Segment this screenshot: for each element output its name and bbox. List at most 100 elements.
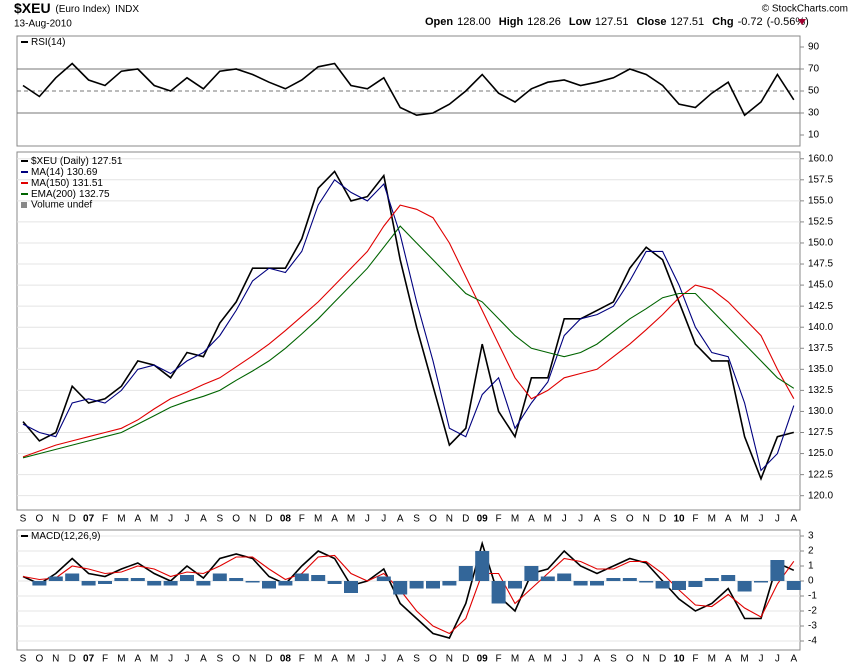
x-tick-label: S <box>413 654 420 665</box>
histogram-bar <box>393 581 408 595</box>
legend-entry: MA(14) 130.69 <box>31 167 98 178</box>
legend-name: $XEU (Daily) <box>31 156 89 167</box>
y-tick-label: 120.0 <box>808 490 833 501</box>
x-tick-label: M <box>708 514 716 525</box>
x-tick-label: A <box>331 514 338 525</box>
histogram-bar <box>590 581 604 586</box>
x-tick-label: A <box>134 514 141 525</box>
y-tick-label: 122.5 <box>808 469 833 480</box>
x-tick-label: M <box>314 514 322 525</box>
x-tick-label: D <box>659 514 666 525</box>
y-tick-label: 127.5 <box>808 427 833 438</box>
x-tick-label: 09 <box>477 514 489 525</box>
histogram-bar <box>704 578 719 581</box>
x-tick-label: S <box>216 654 223 665</box>
y-tick-label: 132.5 <box>808 385 833 396</box>
histogram-bar <box>344 581 358 593</box>
histogram-bar <box>639 581 654 583</box>
x-tick-label: A <box>725 654 732 665</box>
histogram-bar <box>786 581 801 590</box>
x-tick-label: D <box>69 514 76 525</box>
x-tick-label: M <box>511 514 519 525</box>
y-tick-label: -4 <box>808 636 817 647</box>
quote-value: 127.51 <box>671 16 705 28</box>
histogram-bar <box>212 573 227 581</box>
x-tick-label: J <box>168 514 173 525</box>
x-tick-label: M <box>347 654 355 665</box>
histogram-bar <box>65 573 80 581</box>
histogram-bar <box>573 581 588 586</box>
histogram-bar <box>327 581 342 584</box>
histogram-bar <box>130 578 145 581</box>
x-tick-label: D <box>265 654 272 665</box>
x-tick-label: 09 <box>477 654 489 665</box>
x-tick-label: O <box>232 514 240 525</box>
quote-name: Low <box>569 16 591 28</box>
x-tick-label: J <box>775 654 780 665</box>
x-tick-label: J <box>759 514 764 525</box>
exchange: INDX <box>115 4 139 15</box>
histogram-bar <box>311 575 326 581</box>
x-tick-label: O <box>36 654 44 665</box>
x-tick-label: A <box>397 514 404 525</box>
x-tick-label: N <box>249 654 256 665</box>
quote-value: -0.72 <box>738 16 763 28</box>
y-tick-label: 70 <box>808 64 820 75</box>
x-tick-label: M <box>544 654 552 665</box>
x-tick-label: J <box>578 654 583 665</box>
histogram-bar <box>442 581 457 586</box>
legend-swatch <box>21 202 27 208</box>
x-tick-label: A <box>331 654 338 665</box>
quote-name: Close <box>637 16 667 28</box>
y-tick-label: 155.0 <box>808 195 833 206</box>
x-tick-label: S <box>20 514 27 525</box>
series-line <box>22 62 795 117</box>
x-tick-label: 10 <box>673 654 685 665</box>
indicator-name: RSI(14) <box>31 37 65 48</box>
x-tick-label: 07 <box>83 654 95 665</box>
date: 13-Aug-2010 <box>14 19 72 30</box>
x-tick-label: M <box>511 654 519 665</box>
legend-value: 127.51 <box>92 156 123 167</box>
x-tick-label: S <box>216 514 223 525</box>
histogram-bar <box>278 581 293 586</box>
y-tick-label: 0 <box>808 576 814 587</box>
x-tick-label: M <box>347 514 355 525</box>
series-line <box>22 204 795 458</box>
x-tick-label: O <box>626 514 634 525</box>
histogram-bar <box>540 576 555 581</box>
x-tick-label: J <box>578 514 583 525</box>
x-tick-label: D <box>659 654 666 665</box>
indicator-name: MACD(12,26,9) <box>31 531 100 542</box>
x-tick-label: J <box>562 654 567 665</box>
x-tick-label: N <box>446 654 453 665</box>
panel-frame <box>16 151 801 511</box>
x-tick-label: D <box>69 654 76 665</box>
y-tick-label: 10 <box>808 130 820 141</box>
legend-name: MA(14) <box>31 167 64 178</box>
histogram-bar <box>245 581 260 583</box>
index-name: (Euro Index) <box>55 4 110 15</box>
legend-name: EMA(200) <box>31 189 76 200</box>
x-tick-label: A <box>790 514 797 525</box>
x-tick-label: 08 <box>280 514 292 525</box>
y-tick-label: 157.5 <box>808 174 833 185</box>
histogram-bar <box>458 566 473 581</box>
y-tick-label: 2 <box>808 546 814 557</box>
x-tick-label: M <box>740 654 748 665</box>
legend-value: 130.69 <box>67 167 98 178</box>
y-tick-label: -3 <box>808 621 817 632</box>
y-tick-label: 1 <box>808 561 814 572</box>
histogram-bar <box>32 581 47 586</box>
histogram-bar <box>262 581 276 589</box>
series-line <box>22 225 795 459</box>
x-tick-label: N <box>249 514 256 525</box>
x-tick-label: A <box>528 514 535 525</box>
x-tick-label: F <box>692 514 698 525</box>
symbol: $XEU <box>14 0 51 16</box>
x-tick-label: A <box>725 514 732 525</box>
y-tick-label: 145.0 <box>808 280 833 291</box>
histogram-bar <box>721 575 736 581</box>
copyright: © StockCharts.com <box>762 4 848 15</box>
